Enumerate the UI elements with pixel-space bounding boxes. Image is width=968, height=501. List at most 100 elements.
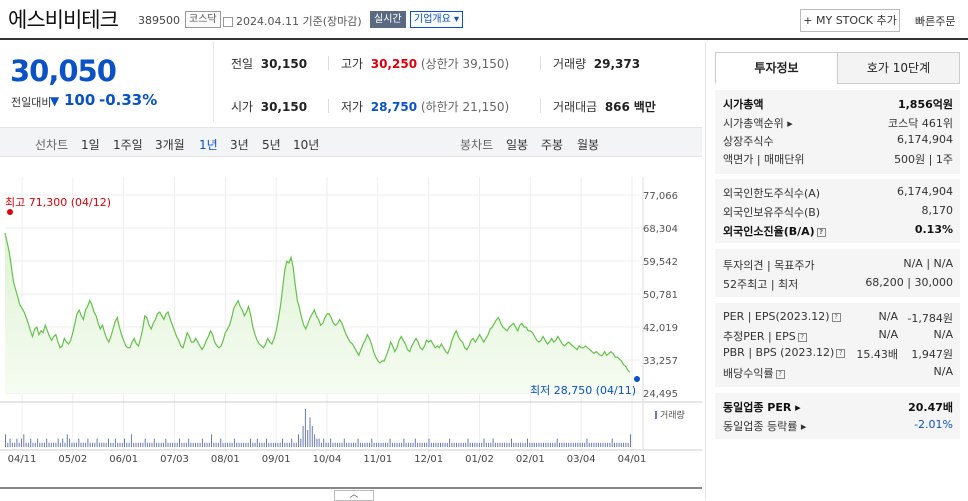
stat-open: 시가 30,150 <box>231 100 308 114</box>
current-price: 30,050 <box>10 54 117 88</box>
volume-bar <box>7 442 9 447</box>
volume-bar <box>323 438 325 447</box>
volume-bar <box>460 442 462 447</box>
volume-bar <box>577 442 579 447</box>
price-line <box>4 232 631 373</box>
x-tick-label: 11/01 <box>363 454 392 465</box>
quick-order-link[interactable]: 빠른주문 <box>915 15 956 28</box>
volume-bar <box>339 442 341 447</box>
volume-bar <box>499 442 501 447</box>
volume-bar <box>179 438 180 447</box>
volume-bar <box>602 442 604 447</box>
tab-quote-10[interactable]: 호가 10단계 <box>837 52 960 84</box>
volume-bar <box>382 442 384 447</box>
company-overview-dropdown[interactable]: 기업개요 ▾ <box>410 11 463 28</box>
tab-5y[interactable]: 5년 <box>262 138 281 152</box>
x-tick-label: 04/11 <box>8 454 37 465</box>
help-icon[interactable]: ? <box>775 369 785 379</box>
volume-bar <box>98 442 100 447</box>
tab-weekly[interactable]: 주봉 <box>541 138 564 152</box>
volume-bar <box>614 442 615 447</box>
volume-bar <box>359 442 361 447</box>
volume-bar <box>467 438 469 447</box>
tab-1d[interactable]: 1일 <box>81 138 100 152</box>
volume-bar <box>462 442 464 447</box>
price-chart[interactable]: 77,066 68,304 59,542 50,781 42,019 33,257 24,4… <box>0 157 702 487</box>
tab-3y[interactable]: 3년 <box>230 138 249 152</box>
volume-bar <box>497 442 499 447</box>
tab-monthly[interactable]: 월봉 <box>577 138 600 152</box>
volume-bar <box>85 442 87 447</box>
tab-investment-info[interactable]: 투자정보 <box>715 52 838 84</box>
quote-date: 2024.04.11 기준(장마감) <box>223 13 362 29</box>
volume-bar <box>174 442 176 447</box>
volume-bar <box>472 442 473 447</box>
add-mystock-button[interactable]: + MY STOCK 추가 <box>800 9 900 32</box>
volume-bar <box>540 442 542 447</box>
line-chart-label: 선차트 <box>35 138 69 152</box>
volume-bar <box>163 442 164 447</box>
stock-name: 에스비비테크 <box>8 8 119 32</box>
volume-bar <box>240 442 242 447</box>
help-icon[interactable]: ? <box>836 348 846 358</box>
y-tick-label: 24,495 <box>643 389 678 400</box>
volume-bar <box>23 434 25 447</box>
down-arrow-icon: ▼ <box>50 94 60 108</box>
volume-bar <box>135 442 137 447</box>
volume-bar <box>9 438 11 447</box>
tab-1w[interactable]: 1주일 <box>113 138 143 152</box>
info-row[interactable]: 동일업종 PER ▸ 20.47배 <box>723 401 953 414</box>
volume-bar <box>600 442 602 447</box>
volume-bar <box>119 442 121 447</box>
price-chart-svg[interactable]: 77,066 68,304 59,542 50,781 42,019 33,257 24,4… <box>0 157 702 487</box>
y-tick-label: 50,781 <box>643 290 678 301</box>
volume-legend-icon <box>655 411 657 419</box>
volume-bar <box>94 442 96 447</box>
volume-bar <box>114 438 116 447</box>
volume-bar <box>188 438 190 447</box>
tab-daily[interactable]: 일봉 <box>506 138 529 152</box>
volume-bar <box>547 442 549 447</box>
volume-bar <box>103 442 105 447</box>
volume-bar <box>298 434 299 447</box>
volume-bar <box>197 442 199 447</box>
help-icon[interactable]: ? <box>816 227 826 237</box>
volume-bar <box>343 438 345 447</box>
volume-bar <box>581 442 583 447</box>
info-row[interactable]: 동일업종 등락률 ▸ -2.01% <box>723 418 953 433</box>
collapse-button[interactable]: ︿ <box>334 490 374 501</box>
help-icon[interactable]: ? <box>831 312 841 322</box>
help-icon[interactable]: ? <box>797 332 807 342</box>
calendar-icon <box>223 17 233 27</box>
volume-bar <box>288 442 290 447</box>
volume-bar <box>586 438 588 447</box>
volume-bar <box>300 438 302 447</box>
volume-bar <box>584 442 586 447</box>
high-marker <box>7 209 13 215</box>
info-group-opinion: 투자의견 | 목표주가 N/A | N/A 52주최고 | 최저 68,200 | … <box>715 249 960 297</box>
tab-1y[interactable]: 1년 <box>199 138 218 152</box>
stock-header: 에스비비테크 389500 코스닥 2024.04.11 기준(장마감) 실시간… <box>0 0 968 40</box>
tab-3m[interactable]: 3개월 <box>155 138 185 152</box>
info-row[interactable]: 시가총액순위 ▸ 코스닥 461위 <box>723 117 953 130</box>
volume-bar <box>430 442 432 447</box>
info-row: PER | EPS(2023.12)? N/A -1,784원 <box>723 310 953 325</box>
tab-10y[interactable]: 10년 <box>293 138 320 152</box>
price-summary: 30,050 전일대비 ▼ 100 -0.33% <box>0 42 214 122</box>
realtime-button[interactable]: 실시간 <box>370 11 406 28</box>
volume-bar <box>442 442 444 447</box>
volume-bar <box>506 442 508 447</box>
volume-bar <box>153 438 155 447</box>
info-row: 시가총액 1,856억원 <box>723 98 953 111</box>
volume-bar <box>403 438 405 447</box>
volume-bar <box>488 442 490 447</box>
volume-bar <box>259 442 261 447</box>
volume-bar <box>284 442 286 447</box>
volume-bar <box>456 442 457 447</box>
y-tick-label: 77,066 <box>643 191 678 202</box>
volume-bar <box>181 442 183 447</box>
investment-info-panel: 투자정보 호가 10단계 시가총액 1,856억원 시가총액순위 ▸ 코스닥 461… <box>705 42 968 500</box>
volume-bar <box>247 442 249 447</box>
info-row: PBR | BPS (2023.12)? 15.43배 1,947원 <box>723 346 953 361</box>
volume-bar <box>559 442 560 447</box>
